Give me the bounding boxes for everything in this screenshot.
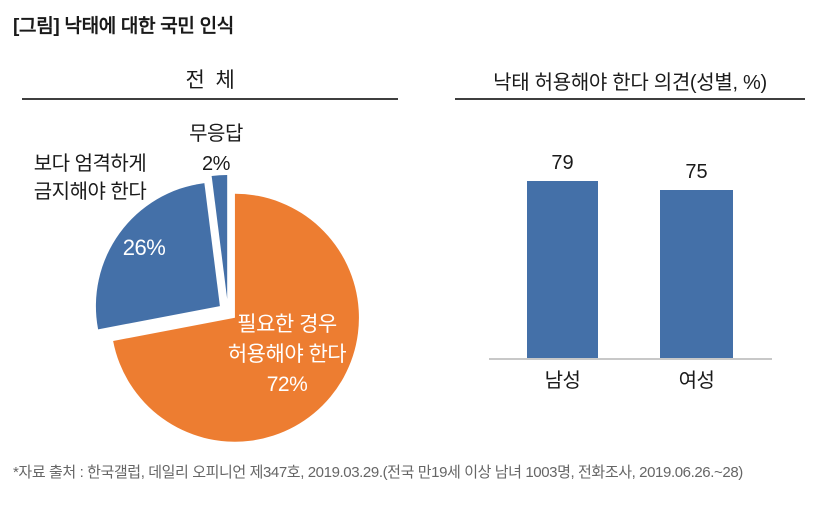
pie-slice-1 xyxy=(95,183,220,330)
pie-label-allow-line3: 72% xyxy=(266,373,308,396)
pie-label-strict-line1: 보다 엄격하게 xyxy=(33,153,147,175)
bar-male-category-label: 남성 xyxy=(544,370,581,392)
pie-label-no-answer: 무응답 2% xyxy=(166,119,266,179)
source-note: *자료 출처 : 한국갤럽, 데일리 오피니언 제347호, 2019.03.2… xyxy=(13,464,743,481)
pie-slice-0 xyxy=(113,193,359,442)
bar-female xyxy=(660,190,733,358)
bar-female-value-label: 75 xyxy=(685,161,708,183)
pie-section-underline xyxy=(22,98,398,100)
bar-section-title: 낙태 허용해야 한다 의견(성별, %) xyxy=(493,72,767,94)
bar-male-value-label: 79 xyxy=(551,152,574,174)
pie-label-strict-line2: 금지해야 한다 xyxy=(33,181,147,203)
pie-label-26pct: 26% xyxy=(122,235,166,260)
pie-label-no-answer-line1: 무응답 xyxy=(189,123,243,145)
pie-section-title: 전 체 xyxy=(185,69,235,92)
pie-label-allow: 필요한 경우 허용해야 한다 72% xyxy=(177,310,397,400)
bar-section-underline xyxy=(455,98,805,100)
bar-male xyxy=(527,181,598,358)
bar-female-category-label: 여성 xyxy=(678,370,715,392)
pie-slice-2 xyxy=(211,175,228,300)
pie-label-allow-line1: 필요한 경우 xyxy=(237,313,337,336)
pie-label-allow-line2: 허용해야 한다 xyxy=(227,343,347,366)
figure-title: [그림] 낙태에 대한 국민 인식 xyxy=(13,16,234,37)
pie-chart xyxy=(95,175,359,442)
bar-axis-baseline xyxy=(489,358,772,360)
pie-label-strict: 보다 엄격하게 금지해야 한다 xyxy=(10,150,170,206)
pie-label-no-answer-line2: 2% xyxy=(202,153,230,175)
